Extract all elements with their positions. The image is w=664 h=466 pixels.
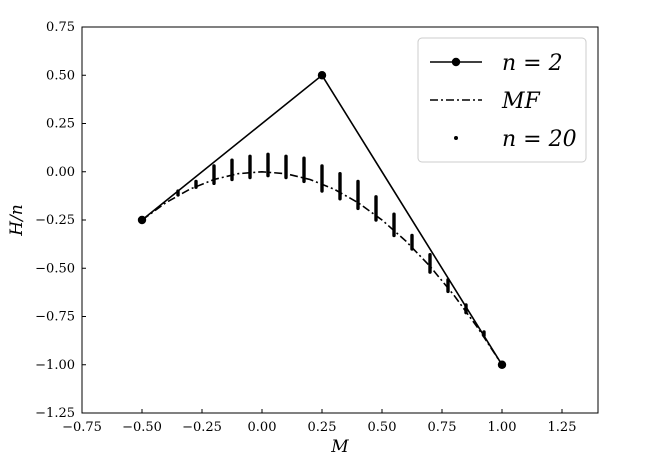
y-axis-label: H/n <box>7 204 27 237</box>
y-tick-label: −1.25 <box>35 406 75 421</box>
x-tick-label: 0.50 <box>368 420 397 435</box>
legend-label: n = 20 <box>502 127 577 152</box>
y-tick-label: −0.50 <box>35 261 75 276</box>
x-tick-label: 0.25 <box>308 420 337 435</box>
legend: n = 2 MF n = 20 <box>417 37 587 163</box>
series-mf-line <box>141 170 503 366</box>
legend-label: n = 2 <box>502 51 563 76</box>
legend-n20-marker <box>454 136 458 140</box>
ticks: −0.75 −0.50 −0.25 0.00 0.25 0.50 0.75 1.00 1.25 −… <box>35 20 576 435</box>
legend-label: MF <box>501 89 541 114</box>
y-tick-label: −1.00 <box>35 358 75 373</box>
y-tick-label: 0.25 <box>46 117 75 132</box>
y-tick-label: 0.75 <box>46 20 75 35</box>
x-tick-label: −0.75 <box>62 420 102 435</box>
legend-n2-marker <box>451 57 461 67</box>
x-tick-label: 1.00 <box>488 420 517 435</box>
series-n2-marker <box>317 71 327 80</box>
x-tick-label: −0.25 <box>182 420 222 435</box>
x-tick-label: 0.75 <box>428 420 457 435</box>
x-tick-label: 1.25 <box>548 420 577 435</box>
y-tick-label: 0.00 <box>46 165 75 180</box>
y-tick-label: 0.50 <box>46 68 75 83</box>
x-tick-label: −0.50 <box>122 420 162 435</box>
legend-box <box>417 37 587 163</box>
y-tick-label: −0.75 <box>35 310 75 325</box>
x-tick-label: 0.00 <box>248 420 277 435</box>
x-axis-label: M <box>330 437 349 457</box>
plot-area <box>81 26 599 414</box>
y-tick-label: −0.25 <box>35 213 75 228</box>
